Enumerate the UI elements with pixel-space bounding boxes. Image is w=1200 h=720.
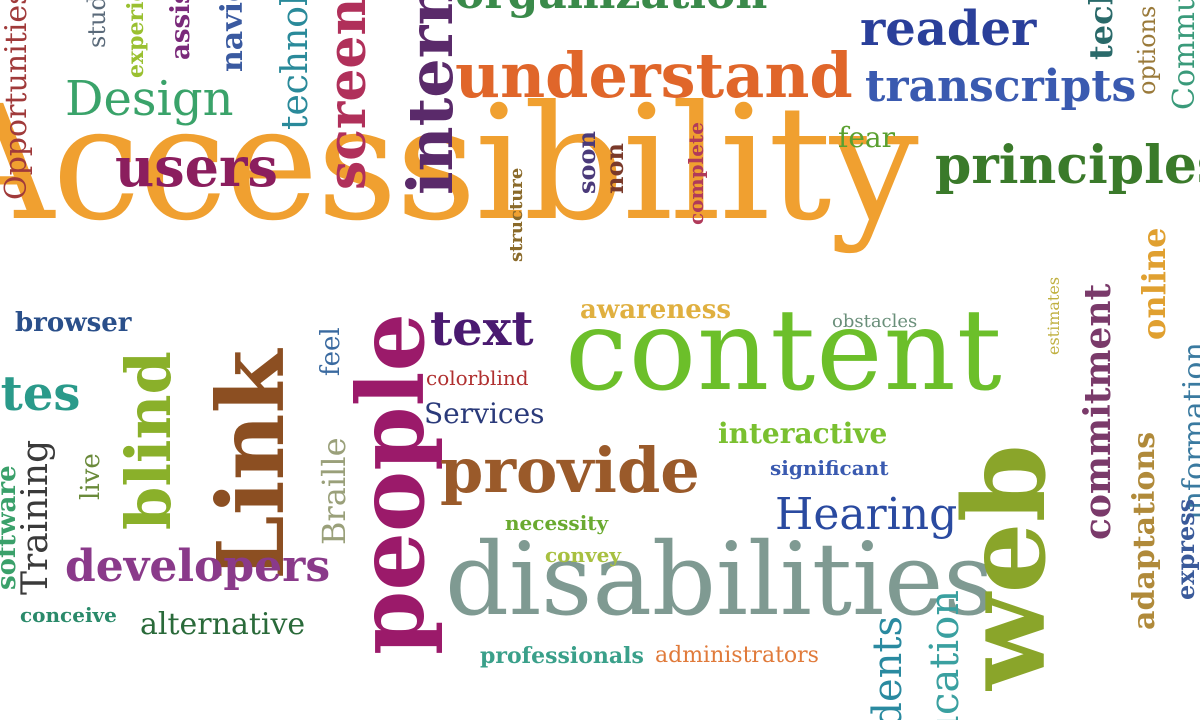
word-blind: blind <box>112 351 185 530</box>
word-opportunities: Opportunities <box>0 0 34 200</box>
word-content: content <box>565 286 1003 416</box>
word-obstacles: obstacles <box>832 311 918 332</box>
word-websites: websites <box>0 366 81 422</box>
word-internet: internet <box>394 0 467 195</box>
word-structure: structure <box>506 167 527 262</box>
word-assistive: assistive <box>166 0 196 60</box>
word-braille: Braille <box>315 437 353 545</box>
word-disabilities: disabilities <box>445 521 995 638</box>
word-significant: significant <box>770 456 889 480</box>
word-awareness: awareness <box>580 295 732 325</box>
word-screen: screen <box>317 0 378 190</box>
word-interactive: interactive <box>718 417 888 450</box>
word-administrators: administrators <box>655 643 819 668</box>
word-express: express <box>1171 498 1200 600</box>
word-students-bottom: students <box>865 615 911 720</box>
word-commitment: commitment <box>1077 283 1119 540</box>
word-estimates: estimates <box>1044 276 1063 355</box>
word-organization: organization <box>455 0 767 16</box>
word-adaptations: adaptations <box>1127 431 1162 630</box>
word-experience: experience <box>123 0 149 78</box>
word-colorblind: colorblind <box>426 366 529 390</box>
word-live: live <box>76 453 106 500</box>
word-students: students <box>83 0 111 48</box>
word-professionals: professionals <box>480 643 644 669</box>
word-information: information <box>1177 342 1200 520</box>
word-provide: provide <box>440 434 700 507</box>
word-services: Services <box>424 397 545 430</box>
word-complete: complete <box>684 122 708 225</box>
word-training: Training <box>15 439 56 595</box>
word-hearing: Hearing <box>775 489 958 540</box>
word-people: people <box>337 312 445 655</box>
word-soon: soon <box>572 131 601 194</box>
word-alternative: alternative <box>140 607 306 642</box>
word-technical: technical <box>1082 0 1120 60</box>
word-developers: developers <box>65 541 331 592</box>
word-necessity: necessity <box>505 511 609 535</box>
word-feel: feel <box>316 327 346 376</box>
word-transcripts: transcripts <box>865 61 1137 112</box>
word-fear: fear <box>838 121 896 154</box>
word-education: education <box>922 590 968 720</box>
word-browser: browser <box>15 308 132 338</box>
word-navigate: navigate <box>215 0 250 72</box>
word-principles: principles <box>935 135 1200 196</box>
word-non: non <box>600 143 629 194</box>
word-accessibility: Accessibility <box>0 72 919 256</box>
word-conceive: conceive <box>20 603 117 627</box>
word-reader: reader <box>860 1 1037 57</box>
word-users: users <box>115 135 278 199</box>
word-community: Community <box>1167 0 1200 110</box>
word-convey: convey <box>545 543 622 567</box>
word-design: Design <box>65 71 234 127</box>
word-technology: technology <box>275 0 316 130</box>
word-understand: understand <box>455 39 853 112</box>
word-online: online <box>1135 227 1173 340</box>
word-software: software <box>0 465 22 590</box>
word-options: options <box>1133 5 1161 95</box>
word-text: text <box>430 301 534 357</box>
